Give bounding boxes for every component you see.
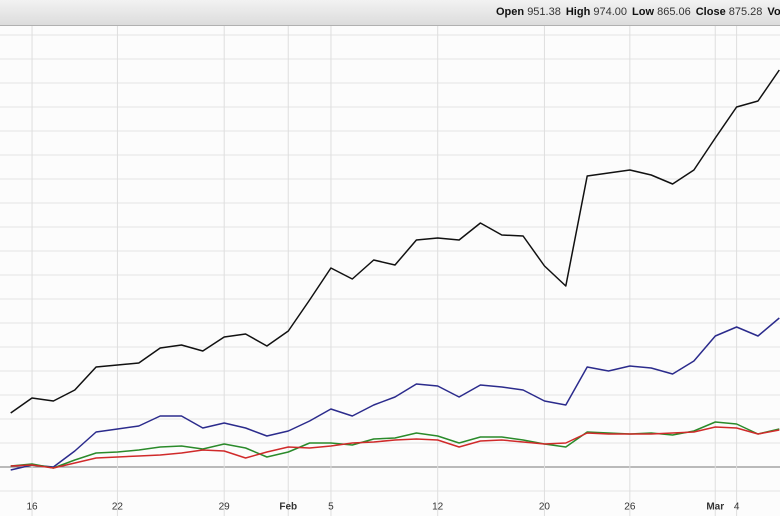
quote-label: Open [496,6,525,18]
x-tick-label: 29 [219,502,231,513]
x-tick-label: 16 [26,502,38,513]
quote-label: Volum [767,6,780,18]
x-tick-label: Mar [706,502,724,513]
quote-value: 875.28 [728,6,763,18]
quote-bar: Open 951.38 High 974.00 Low 865.06 Close 87… [0,0,780,26]
x-tick-label: 20 [539,502,551,513]
quote-value: 974.00 [593,6,628,18]
quote-value: 951.38 [527,6,561,18]
x-tick-label: 22 [112,502,124,513]
series-line [10,426,780,469]
quote-items: Open 951.38 High 974.00 Low 865.06 Close 87… [491,6,780,18]
x-tick-label: 4 [734,502,740,513]
quote-label: High [565,6,591,18]
series-line [10,317,780,471]
x-tick-label: 5 [328,502,334,513]
quote-label: Low [632,6,655,18]
x-tick-label: 26 [624,502,636,513]
x-tick-label: Feb [279,502,297,513]
series-line [10,421,780,469]
x-tick-label: 12 [432,502,444,513]
quote-label: Close [695,6,726,18]
quote-value: 865.06 [657,6,691,18]
series-line [10,69,780,414]
